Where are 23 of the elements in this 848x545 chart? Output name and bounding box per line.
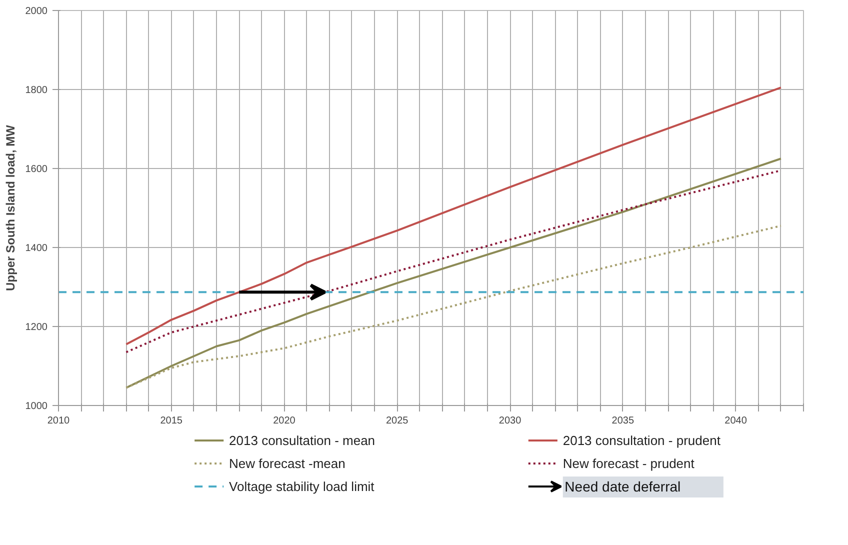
x-tick-label: 2040 xyxy=(724,416,748,426)
x-tick-label: 2015 xyxy=(160,416,183,426)
legend-label: 2013 consultation - prudent xyxy=(562,433,721,448)
y-tick-label: 2000 xyxy=(25,6,48,17)
y-tick-label: 1800 xyxy=(25,85,48,96)
y-tick-label: 1600 xyxy=(25,164,48,175)
legend-label: Voltage stability load limit xyxy=(229,479,375,494)
text: Need date deferral xyxy=(564,478,681,494)
legend-label: 2013 consultation - mean xyxy=(229,433,376,448)
y-tick-label: 1200 xyxy=(25,322,48,333)
x-tick-label: 2020 xyxy=(273,416,296,426)
legend-label: New forecast - prudent xyxy=(562,456,695,471)
y-tick-label: 1400 xyxy=(25,243,48,254)
x-tick-label: 2035 xyxy=(612,416,634,426)
legend-label: New forecast -mean xyxy=(229,456,346,471)
x-tick-label: 2030 xyxy=(498,416,522,426)
x-tick-label: 2025 xyxy=(386,416,409,426)
line-series xyxy=(125,158,782,389)
y-axis-title: Upper South Island load, MW xyxy=(3,124,18,291)
line-series xyxy=(125,224,782,389)
y-tick-label: 1000 xyxy=(25,401,48,412)
line-series xyxy=(125,86,782,346)
x-tick-label: 2010 xyxy=(47,416,70,426)
